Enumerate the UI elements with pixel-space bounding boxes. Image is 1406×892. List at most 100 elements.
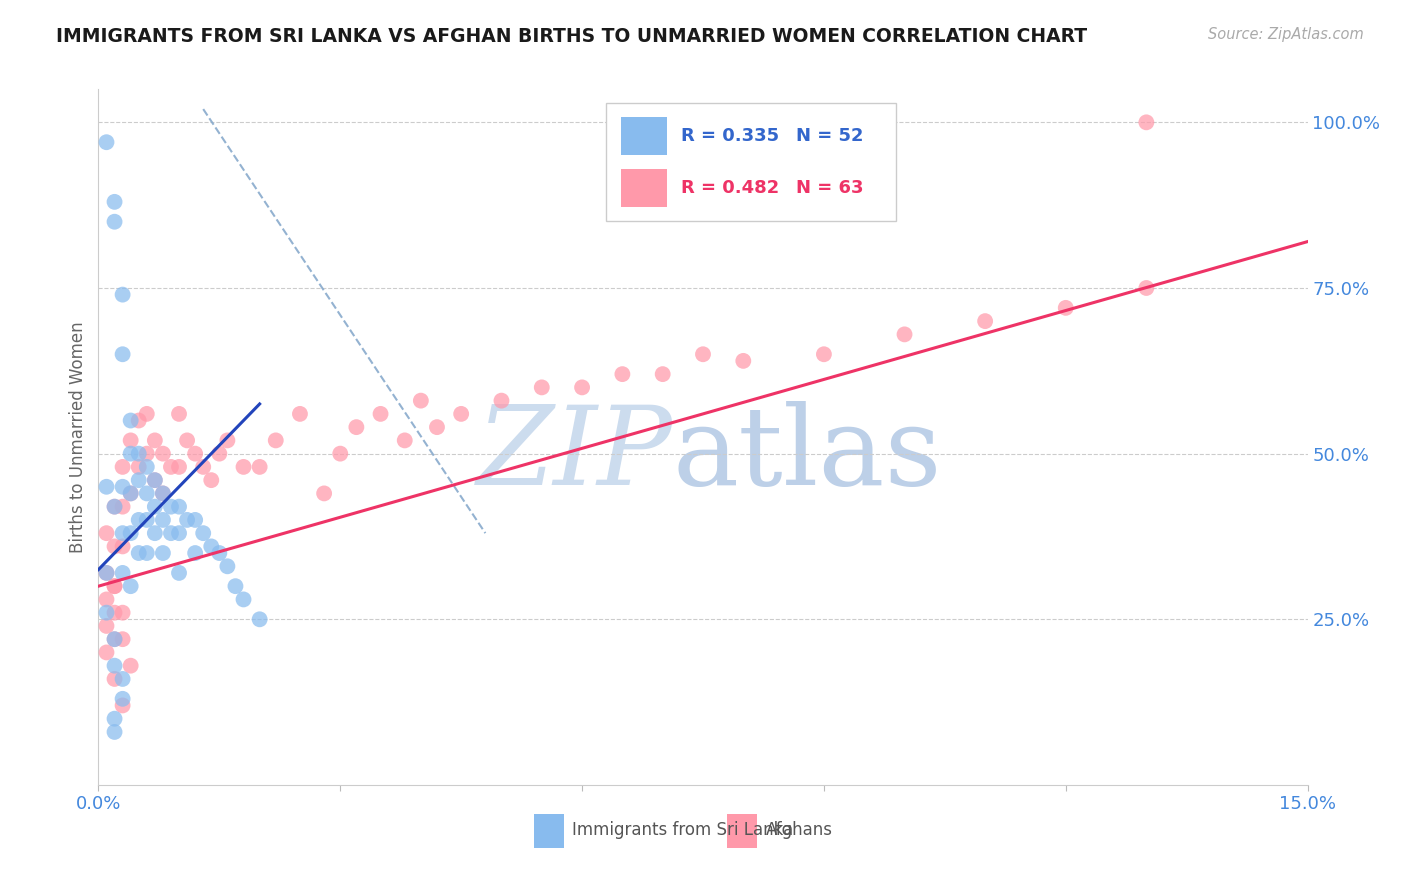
Point <box>111 347 134 361</box>
Point <box>128 447 150 461</box>
Point <box>224 579 246 593</box>
Point <box>1135 115 1157 129</box>
Point <box>103 500 125 514</box>
Point <box>111 606 134 620</box>
Point <box>733 354 755 368</box>
Point <box>111 698 134 713</box>
Point <box>135 459 157 474</box>
Point <box>612 367 634 381</box>
Point <box>111 287 134 301</box>
Point <box>409 393 432 408</box>
Point <box>103 632 125 647</box>
Point <box>103 712 125 726</box>
Point <box>103 215 125 229</box>
Point <box>103 632 125 647</box>
Point <box>120 658 142 673</box>
Point <box>184 447 207 461</box>
Point <box>111 500 134 514</box>
Point <box>232 459 254 474</box>
Point <box>96 135 118 149</box>
Point <box>111 672 134 686</box>
Point <box>128 546 150 560</box>
Point <box>184 513 207 527</box>
Point <box>135 447 157 461</box>
Point <box>530 380 553 394</box>
Point <box>103 540 125 554</box>
Point <box>370 407 392 421</box>
Point <box>143 526 166 541</box>
Point <box>103 579 125 593</box>
FancyBboxPatch shape <box>621 117 666 155</box>
Point <box>143 473 166 487</box>
Point <box>103 500 125 514</box>
Point <box>103 725 125 739</box>
Point <box>193 526 215 541</box>
Point <box>103 672 125 686</box>
Point <box>128 459 150 474</box>
Point <box>111 480 134 494</box>
Point <box>111 540 134 554</box>
Point <box>128 473 150 487</box>
Point <box>111 526 134 541</box>
Point <box>344 420 367 434</box>
Point <box>200 540 222 554</box>
Text: Afghans: Afghans <box>766 822 832 839</box>
Point <box>491 393 513 408</box>
Text: R = 0.482: R = 0.482 <box>682 179 779 197</box>
Point <box>96 606 118 620</box>
Point <box>208 546 231 560</box>
Point <box>96 645 118 659</box>
Point <box>120 526 142 541</box>
Text: IMMIGRANTS FROM SRI LANKA VS AFGHAN BIRTHS TO UNMARRIED WOMEN CORRELATION CHART: IMMIGRANTS FROM SRI LANKA VS AFGHAN BIRT… <box>56 27 1087 45</box>
Point <box>160 526 183 541</box>
Text: N = 63: N = 63 <box>796 179 863 197</box>
Point <box>120 447 142 461</box>
Point <box>571 380 593 394</box>
Point <box>103 658 125 673</box>
Point <box>249 612 271 626</box>
FancyBboxPatch shape <box>727 814 758 847</box>
Point <box>193 459 215 474</box>
FancyBboxPatch shape <box>621 169 666 208</box>
Point <box>450 407 472 421</box>
Point <box>314 486 336 500</box>
Point <box>394 434 416 448</box>
Point <box>96 566 118 580</box>
Text: R = 0.335: R = 0.335 <box>682 128 779 145</box>
Point <box>152 447 174 461</box>
Point <box>200 473 222 487</box>
Point <box>160 459 183 474</box>
Point <box>143 500 166 514</box>
Point <box>120 486 142 500</box>
Point <box>1135 281 1157 295</box>
Point <box>120 413 142 427</box>
Point <box>249 459 271 474</box>
Point <box>96 619 118 633</box>
Point <box>167 407 190 421</box>
Point <box>111 632 134 647</box>
Point <box>974 314 997 328</box>
Point <box>1054 301 1077 315</box>
Point <box>111 691 134 706</box>
Point <box>813 347 835 361</box>
Point <box>167 566 190 580</box>
Point <box>288 407 311 421</box>
Point <box>96 566 118 580</box>
Point <box>692 347 714 361</box>
FancyBboxPatch shape <box>606 103 897 221</box>
Point <box>135 546 157 560</box>
Point <box>176 434 198 448</box>
Point <box>176 513 198 527</box>
Point <box>184 546 207 560</box>
Point <box>96 480 118 494</box>
Point <box>120 486 142 500</box>
Point <box>152 513 174 527</box>
Point <box>96 592 118 607</box>
Point <box>167 526 190 541</box>
Point <box>135 486 157 500</box>
Point <box>160 500 183 514</box>
Point <box>96 526 118 541</box>
Point <box>152 486 174 500</box>
Point <box>426 420 449 434</box>
Point <box>103 579 125 593</box>
